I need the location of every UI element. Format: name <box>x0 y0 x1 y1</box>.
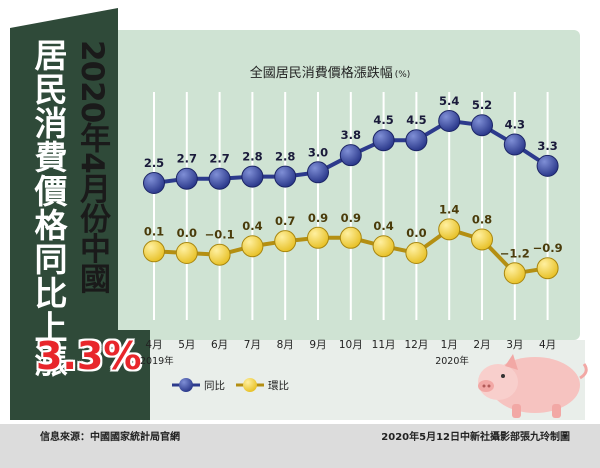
data-label: 4.5 <box>406 113 426 127</box>
decor-hook <box>120 283 168 330</box>
x-tick-label: 2月 <box>473 339 490 351</box>
data-point <box>339 144 362 167</box>
x-tick-label: 8月 <box>277 339 294 351</box>
year-label: 2020年 <box>435 355 469 367</box>
data-label: 0.7 <box>275 214 295 228</box>
data-label: 2.5 <box>144 156 164 170</box>
legend-swatch <box>243 378 257 392</box>
data-point <box>274 230 297 253</box>
x-tick-label: 11月 <box>372 339 396 351</box>
data-point <box>372 129 395 152</box>
x-tick-label: 4月 <box>145 339 162 351</box>
data-label: 2.7 <box>177 152 197 166</box>
x-tick-label: 12月 <box>404 339 428 351</box>
data-point <box>339 226 362 249</box>
data-label: 2.8 <box>242 150 262 164</box>
legend-label: 同比 <box>204 379 225 392</box>
data-point <box>536 257 559 280</box>
data-point <box>471 114 493 137</box>
footer-bar <box>0 424 600 468</box>
data-label: 5.4 <box>439 94 459 108</box>
x-tick-label: 4月 <box>539 339 556 351</box>
data-label: 3.3 <box>537 139 557 153</box>
data-point <box>175 242 198 264</box>
data-point <box>503 133 526 156</box>
headline-year-month: 2020年4月份中國 <box>74 40 110 293</box>
legend: 同比 環比 <box>172 378 289 392</box>
x-tick-label: 6月 <box>211 339 228 351</box>
data-label: −0.9 <box>533 241 563 255</box>
headline-value: 3.3% <box>36 334 142 378</box>
data-point <box>208 243 231 266</box>
chart-title: 全國居民消費價格漲跌幅 (%) <box>250 65 411 81</box>
data-label: 1.4 <box>439 202 459 216</box>
data-point <box>208 167 231 190</box>
data-label: 0.8 <box>472 212 492 226</box>
data-labels: 2.5 2.7 2.7 2.8 2.8 3.0 3.8 4.5 4.5 5.4 5.2 4.3 3.3 0… <box>144 94 563 260</box>
x-tick-label: 9月 <box>309 339 326 351</box>
data-label: 3.8 <box>341 128 361 142</box>
data-point <box>175 167 198 190</box>
data-label: 0.1 <box>144 224 164 238</box>
legend-label: 環比 <box>268 379 289 392</box>
data-point <box>143 172 165 194</box>
data-point <box>143 240 165 263</box>
x-tick-label: 1月 <box>441 339 458 351</box>
data-point <box>438 109 461 132</box>
data-label: 5.2 <box>472 98 492 112</box>
footer-credit: 2020年5月12日中新社攝影部張九玲制圖 <box>381 432 570 443</box>
x-tick-label: 3月 <box>506 339 523 351</box>
headline-panel <box>10 8 150 420</box>
data-point <box>241 235 264 258</box>
data-point <box>405 242 428 264</box>
data-point <box>307 226 329 249</box>
x-tick-label: 7月 <box>244 339 261 351</box>
data-label: −1.2 <box>500 246 530 260</box>
footer-source: 信息來源：中國國家統計局官網 <box>40 432 180 443</box>
data-label: −0.1 <box>205 228 235 242</box>
year-label: 2019年 <box>140 355 174 367</box>
headline-subject: 居民消費價格同比上漲 <box>29 38 68 378</box>
data-label: 0.4 <box>373 219 393 233</box>
data-label: 0.9 <box>341 211 361 225</box>
legend-swatch <box>179 378 193 392</box>
data-label: 4.3 <box>505 117 525 131</box>
data-label: 0.4 <box>242 219 262 233</box>
data-point <box>503 262 526 285</box>
data-label: 3.0 <box>308 145 328 159</box>
data-point <box>274 165 297 188</box>
series-points <box>143 109 559 285</box>
data-point <box>438 218 461 241</box>
data-point <box>241 165 264 188</box>
x-tick-label: 5月 <box>178 339 195 351</box>
data-point <box>372 235 395 258</box>
pig-illustration <box>478 354 588 418</box>
data-label: 0.9 <box>308 211 328 225</box>
legend-panel <box>150 340 585 420</box>
data-label: 0.0 <box>406 226 426 240</box>
data-label: 2.8 <box>275 150 295 164</box>
data-point <box>536 154 559 177</box>
data-label: 2.7 <box>209 152 229 166</box>
data-point <box>405 129 428 152</box>
data-point <box>307 161 329 184</box>
x-axis: 4月 5月 6月 7月 8月 9月 10月 11月 12月 1月 2月 3月 4月 2019年 2020年 <box>140 339 556 367</box>
x-tick-label: 10月 <box>339 339 363 351</box>
data-label: 4.5 <box>373 113 393 127</box>
data-label: 0.0 <box>177 226 197 240</box>
data-point <box>471 228 493 251</box>
